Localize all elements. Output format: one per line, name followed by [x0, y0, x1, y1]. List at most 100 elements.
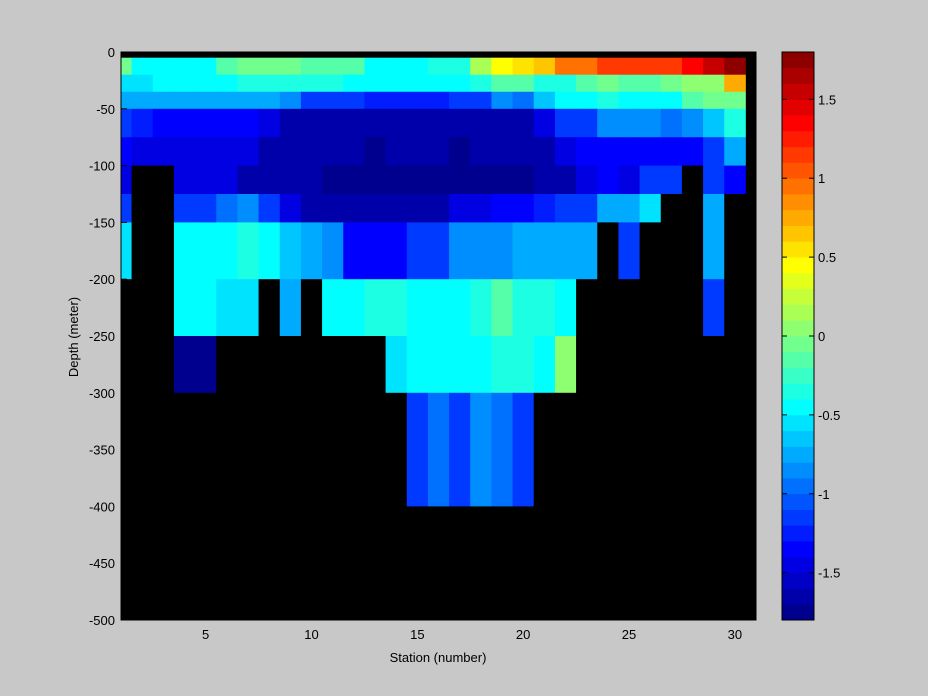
heatmap-cell	[300, 336, 323, 394]
heatmap-cell	[660, 506, 683, 621]
heatmap-cell	[681, 392, 704, 507]
heatmap-cell	[470, 91, 492, 110]
heatmap-cell	[406, 336, 429, 394]
heatmap-cell	[385, 137, 408, 166]
heatmap-cell	[300, 108, 323, 138]
heatmap-cell	[237, 57, 259, 76]
y-tick-label: -350	[89, 443, 115, 458]
heatmap-cell	[449, 57, 471, 76]
heatmap-cell	[385, 506, 408, 621]
heatmap-cell	[385, 279, 408, 337]
colorbar-band	[782, 525, 814, 542]
heatmap-cell	[152, 52, 175, 59]
colorbar-band	[782, 272, 814, 290]
heatmap-cell	[639, 108, 662, 138]
heatmap-cell	[533, 392, 556, 507]
heatmap-cell	[703, 392, 725, 507]
colorbar-bands	[782, 52, 814, 621]
heatmap-cell	[660, 108, 683, 138]
heatmap-cell	[364, 165, 386, 195]
heatmap-cell	[364, 194, 386, 223]
colorbar-band	[782, 99, 814, 116]
heatmap-cell	[237, 137, 259, 166]
heatmap-cell	[618, 57, 640, 76]
colorbar-band	[782, 225, 814, 242]
heatmap-cell	[618, 108, 640, 138]
heatmap-cell	[406, 506, 429, 621]
y-tick-label: -150	[89, 215, 115, 230]
x-axis-ticks: 5 10 15 20 25 30	[202, 614, 742, 642]
heatmap-cell	[660, 52, 683, 59]
heatmap-cell	[597, 506, 619, 621]
heatmap-cell	[576, 108, 598, 138]
heatmap-cell	[491, 91, 513, 110]
y-tick-label: 0	[108, 45, 115, 60]
heatmap-cell	[660, 74, 683, 93]
heatmap-cell	[152, 165, 175, 195]
heatmap-cell	[237, 91, 259, 110]
heatmap-cell	[554, 108, 577, 138]
heatmap-cell	[121, 279, 132, 337]
heatmap-cell	[576, 336, 598, 394]
colorbar-band	[782, 320, 814, 337]
colorbar-band	[782, 194, 814, 211]
heatmap-cell	[216, 57, 238, 76]
heatmap-cell	[131, 194, 154, 223]
heatmap-cell	[597, 91, 619, 110]
heatmap-cell	[703, 506, 725, 621]
heatmap-cell	[681, 194, 704, 223]
heatmap-cell	[385, 194, 408, 223]
heatmap-cell	[364, 137, 386, 166]
heatmap-cell	[491, 57, 513, 76]
heatmap-cell	[703, 222, 725, 280]
heatmap-cell	[597, 222, 619, 280]
colorbar-band	[782, 367, 814, 384]
heatmap-cell	[449, 74, 471, 93]
heatmap-cell	[597, 194, 619, 223]
heatmap-cell	[195, 222, 217, 280]
heatmap-cell	[406, 74, 429, 93]
heatmap-cell	[131, 91, 154, 110]
heatmap-cell	[322, 279, 344, 337]
heatmap-cell	[195, 74, 217, 93]
heatmap-cell	[533, 336, 556, 394]
x-tick-label: 15	[410, 627, 424, 642]
heatmap-cell	[703, 108, 725, 138]
colorbar-band	[782, 430, 814, 447]
heatmap-cell	[173, 165, 196, 195]
heatmap-cell	[491, 194, 513, 223]
heatmap-cell	[385, 108, 408, 138]
heatmap-cell	[237, 108, 259, 138]
heatmap-cell	[618, 194, 640, 223]
heatmap-cell	[322, 392, 344, 507]
heatmap-cell	[300, 74, 323, 93]
heatmap-cell	[406, 108, 429, 138]
heatmap-cell	[554, 222, 577, 280]
heatmap-cell	[512, 108, 535, 138]
heatmap-cell	[173, 222, 196, 280]
heatmap-cell	[385, 57, 408, 76]
heatmap-cell	[681, 108, 704, 138]
heatmap-cell	[491, 165, 513, 195]
heatmap-cell	[597, 279, 619, 337]
heatmap-cell	[343, 506, 365, 621]
heatmap-cell	[364, 74, 386, 93]
heatmap-cell	[576, 165, 598, 195]
heatmap-cell	[618, 222, 640, 280]
heatmap-cell	[724, 52, 746, 59]
heatmap-cell	[121, 74, 132, 93]
heatmap-cell	[470, 222, 492, 280]
heatmap-cell	[597, 137, 619, 166]
heatmap-cell	[300, 222, 323, 280]
heatmap-cell	[300, 392, 323, 507]
x-axis-label: Station (number)	[390, 650, 487, 665]
heatmap-cell	[660, 194, 683, 223]
heatmap-cell	[258, 392, 281, 507]
heatmap-cell	[724, 74, 746, 93]
heatmap-cell	[703, 194, 725, 223]
heatmap-cell	[322, 74, 344, 93]
heatmap-cell	[364, 336, 386, 394]
heatmap-cell	[703, 57, 725, 76]
heatmap-cell	[427, 392, 450, 507]
heatmap-cell	[533, 222, 556, 280]
